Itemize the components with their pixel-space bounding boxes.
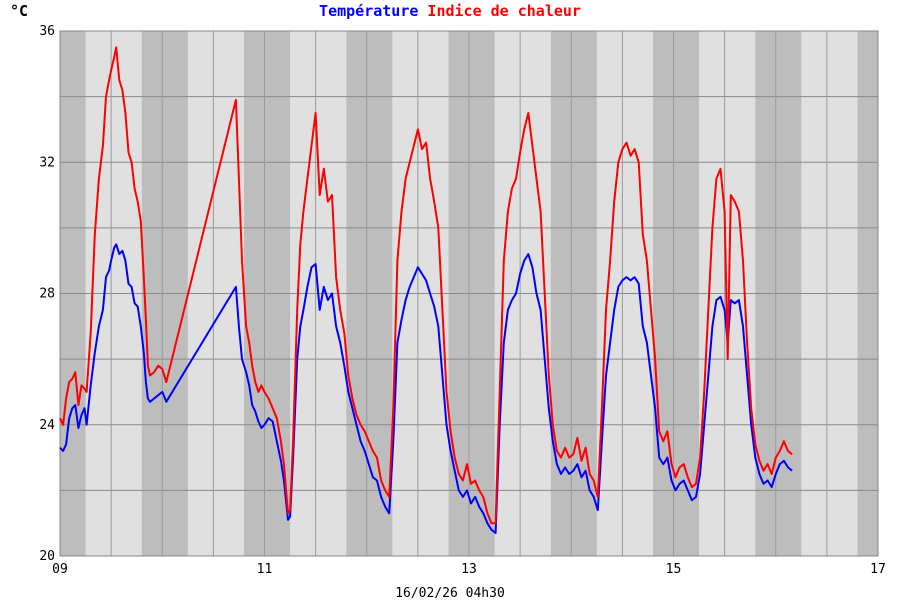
plot-frame	[59, 30, 879, 557]
x-axis-ticks: 09 11 13 15 17	[52, 562, 886, 577]
y-tick-label: 28	[39, 287, 55, 302]
y-tick-label: 36	[39, 24, 55, 39]
y-tick-label: 24	[39, 418, 55, 433]
x-tick-label: 15	[666, 562, 682, 577]
legend-heat-index: Indice de chaleur	[427, 2, 581, 20]
y-tick-label: 20	[39, 549, 55, 564]
legend-temperature: Température	[319, 2, 427, 20]
x-tick-label: 13	[461, 562, 477, 577]
series-line-temperature	[59, 243, 793, 534]
series-lines	[59, 46, 793, 534]
y-tick-label: 32	[39, 155, 55, 170]
y-axis-ticks: 20 24 28 32 36	[39, 24, 55, 564]
grid-lines	[60, 31, 878, 556]
legend: Température Indice de chaleur	[319, 2, 581, 20]
x-tick-label: 11	[257, 562, 273, 577]
series-line-indice-de-chaleur	[59, 46, 793, 525]
unit-label: °C	[10, 2, 28, 20]
x-tick-label: 17	[870, 562, 886, 577]
x-tick-label: 09	[52, 562, 68, 577]
footer-timestamp: 16/02/26 04h30	[395, 586, 505, 600]
